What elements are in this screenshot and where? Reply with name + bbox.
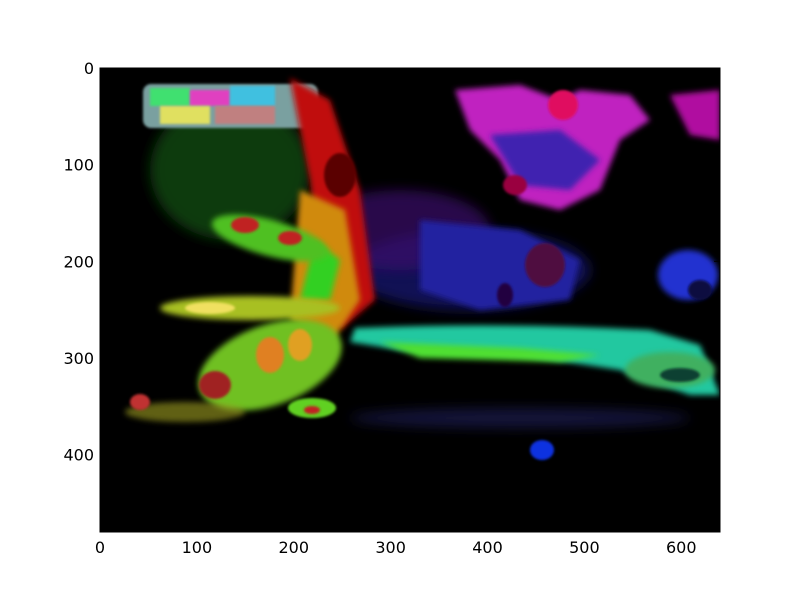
cyan-streak (350, 325, 720, 395)
x-tick-label: 500 (569, 538, 600, 557)
y-tick-label: 100 (63, 156, 94, 175)
streak-end-dark (660, 368, 700, 382)
x-axis: 0 100 200 300 400 500 600 (95, 68, 697, 557)
y-tick-label: 200 (63, 252, 94, 271)
y-tick-label: 400 (63, 446, 94, 465)
magenta-red-spot (548, 90, 578, 120)
bottom-blue-dot (530, 440, 554, 460)
dark-red-blob (324, 153, 356, 197)
left-red-dot (130, 394, 150, 410)
y-tick-label: 300 (63, 349, 94, 368)
ambient-glow-green (150, 100, 310, 240)
blue-dark-red-2 (497, 283, 513, 307)
blue-mid (420, 220, 580, 310)
upper-finger-red-1 (231, 217, 259, 233)
lower-blob-red (199, 371, 231, 399)
x-tick-label: 0 (95, 538, 105, 557)
top-left-band-stripe-4 (160, 106, 210, 124)
top-left-band-stripe-3 (230, 86, 275, 106)
blue-dark-red (525, 243, 565, 287)
top-left-band-stripe-1 (150, 88, 190, 106)
bottom-dim-band (350, 408, 690, 428)
x-tick-label: 400 (472, 538, 503, 557)
middle-finger-core (185, 302, 235, 314)
x-tick-label: 100 (182, 538, 213, 557)
y-tick-label: 0 (84, 59, 94, 78)
plot-frame (99, 67, 721, 533)
magenta-red-spot-2 (503, 175, 527, 195)
purple-core (490, 130, 600, 190)
x-tick-label: 600 (666, 538, 697, 557)
small-red-dot (304, 406, 320, 414)
right-dark-spot (688, 280, 712, 300)
top-left-band-stripe-5 (215, 106, 275, 124)
bottom-left-yellow (125, 402, 245, 422)
x-tick-label: 200 (278, 538, 309, 557)
x-tick-label: 300 (375, 538, 406, 557)
upper-finger-red-2 (278, 231, 302, 245)
heatmap-image (125, 78, 720, 460)
top-left-band-stripe-2 (190, 90, 230, 106)
green-streak (380, 342, 600, 362)
lower-blob-orange-2 (288, 329, 312, 361)
lower-blob-orange-1 (256, 337, 284, 373)
right-magenta (670, 90, 720, 140)
green-column (300, 240, 340, 300)
middle-finger (160, 296, 340, 320)
y-axis: 0 100 200 300 400 (63, 59, 720, 465)
